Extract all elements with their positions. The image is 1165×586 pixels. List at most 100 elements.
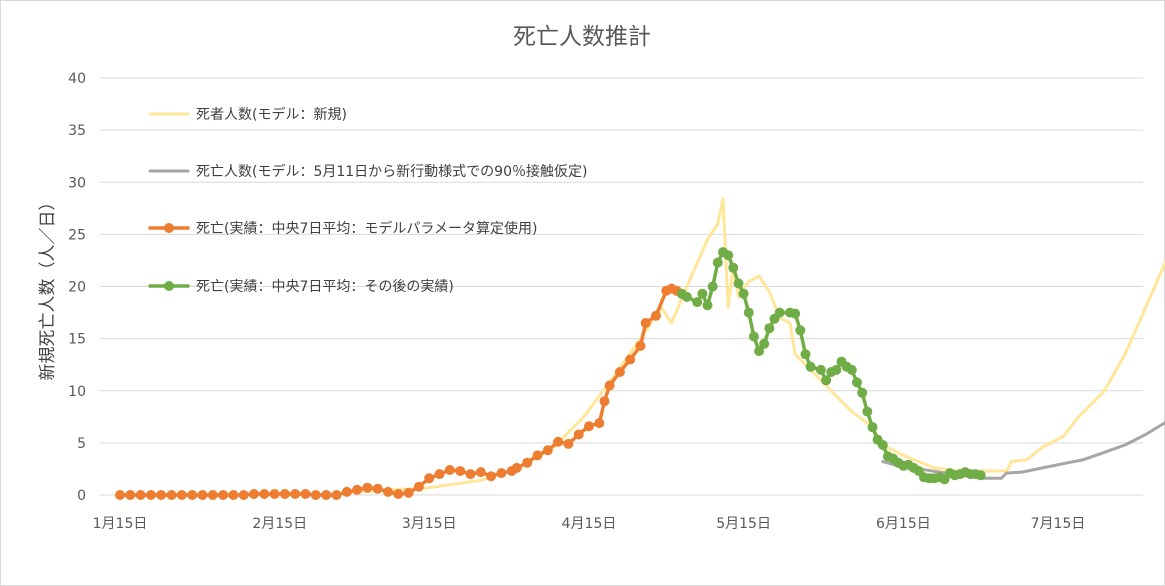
data-point (290, 489, 301, 499)
y-tick-label: 5 (77, 436, 86, 452)
data-point (553, 436, 564, 447)
data-point (867, 422, 878, 433)
y-tick-label: 30 (68, 175, 86, 191)
data-point (975, 470, 986, 481)
x-tick-label: 7月15日 (1031, 516, 1086, 532)
y-axis-label: 新規死亡人数（人／日） (38, 194, 58, 381)
data-point (238, 490, 249, 500)
series-line-2 (881, 420, 1165, 480)
data-point (563, 438, 574, 449)
data-point (815, 364, 826, 375)
data-point (444, 465, 455, 475)
data-point (800, 349, 811, 360)
data-point (522, 457, 533, 468)
x-tick-label: 3月15日 (402, 516, 457, 532)
data-point (542, 445, 553, 456)
data-point (187, 490, 198, 500)
data-point (166, 490, 177, 500)
data-point (145, 490, 156, 500)
data-point (176, 490, 187, 500)
data-point (712, 257, 723, 268)
data-point (115, 490, 125, 500)
series-line-3 (118, 286, 684, 497)
data-point (249, 489, 259, 499)
data-point (594, 418, 605, 429)
y-tick-label: 10 (68, 384, 86, 400)
data-point (259, 489, 270, 499)
data-point (774, 307, 785, 318)
x-tick-label: 6月15日 (876, 516, 931, 532)
data-point (805, 361, 816, 372)
data-point (852, 377, 862, 388)
data-point (584, 421, 594, 432)
data-point (331, 490, 342, 500)
y-tick-label: 15 (68, 332, 86, 348)
data-point (697, 288, 708, 299)
x-tick-label: 4月15日 (562, 516, 617, 532)
data-point (403, 487, 414, 498)
legend: 死者人数(モデル：新規) 死亡人数(モデル：5月11日から新行動様式での90％接触… (148, 106, 587, 295)
x-tick-label: 5月15日 (716, 516, 771, 532)
data-point (135, 490, 146, 500)
x-tick-label: 2月15日 (252, 516, 307, 532)
legend-label-4: 死亡(実績：中央7日平均：その後の実績) (196, 279, 454, 295)
chart-title: 死亡人数推計 (513, 24, 651, 50)
data-point (475, 467, 486, 478)
data-point (862, 406, 873, 417)
data-point (393, 489, 404, 499)
data-point (728, 262, 739, 273)
data-point (573, 429, 584, 440)
data-point (383, 486, 393, 497)
legend-label-2: 死亡人数(モデル：5月11日から新行動様式での90％接触仮定) (196, 163, 587, 180)
data-point (434, 469, 445, 480)
data-point (300, 489, 311, 499)
data-point (877, 440, 888, 450)
data-point (857, 387, 868, 398)
data-point (413, 481, 424, 492)
data-point (635, 340, 646, 351)
data-point (599, 396, 610, 407)
data-point (532, 450, 543, 461)
data-point (465, 469, 476, 480)
data-point (790, 308, 801, 319)
x-tick-label: 1月15日 (93, 516, 148, 532)
y-tick-label: 25 (68, 227, 86, 243)
data-point (640, 318, 651, 328)
data-point (218, 490, 229, 500)
data-point (738, 288, 749, 299)
data-point (310, 490, 321, 500)
y-tick-label: 40 (68, 71, 86, 87)
legend-label-3: 死亡(実績：中央7日平均：モデルパラメータ算定使用) (196, 220, 537, 237)
y-axis-ticks: 0 5 10 15 20 25 30 35 40 (68, 71, 86, 504)
data-point (372, 483, 383, 494)
data-point (831, 364, 842, 375)
data-point (764, 323, 775, 334)
y-tick-label: 20 (68, 280, 86, 296)
data-point (733, 278, 744, 289)
data-point (743, 307, 754, 318)
data-point (511, 462, 522, 473)
data-point (702, 300, 713, 311)
legend-marker-4 (164, 281, 174, 291)
data-point (279, 489, 290, 499)
y-tick-label: 35 (68, 123, 86, 139)
data-point (604, 380, 615, 391)
legend-marker-3 (164, 223, 174, 233)
data-point (156, 490, 167, 500)
data-point (125, 490, 136, 500)
data-point (707, 281, 718, 292)
data-point (651, 310, 661, 321)
data-point (197, 490, 208, 500)
data-point (496, 468, 507, 479)
data-point (614, 367, 625, 377)
data-point (362, 482, 373, 493)
data-point (754, 346, 765, 357)
x-axis-ticks: 1月15日 2月15日 3月15日 4月15日 5月15日 6月15日 7月15日 (93, 516, 1086, 532)
data-point (759, 338, 770, 349)
data-point (207, 490, 218, 500)
data-point (321, 490, 332, 500)
data-point (795, 325, 806, 336)
data-point (846, 364, 857, 375)
data-point (341, 486, 352, 497)
